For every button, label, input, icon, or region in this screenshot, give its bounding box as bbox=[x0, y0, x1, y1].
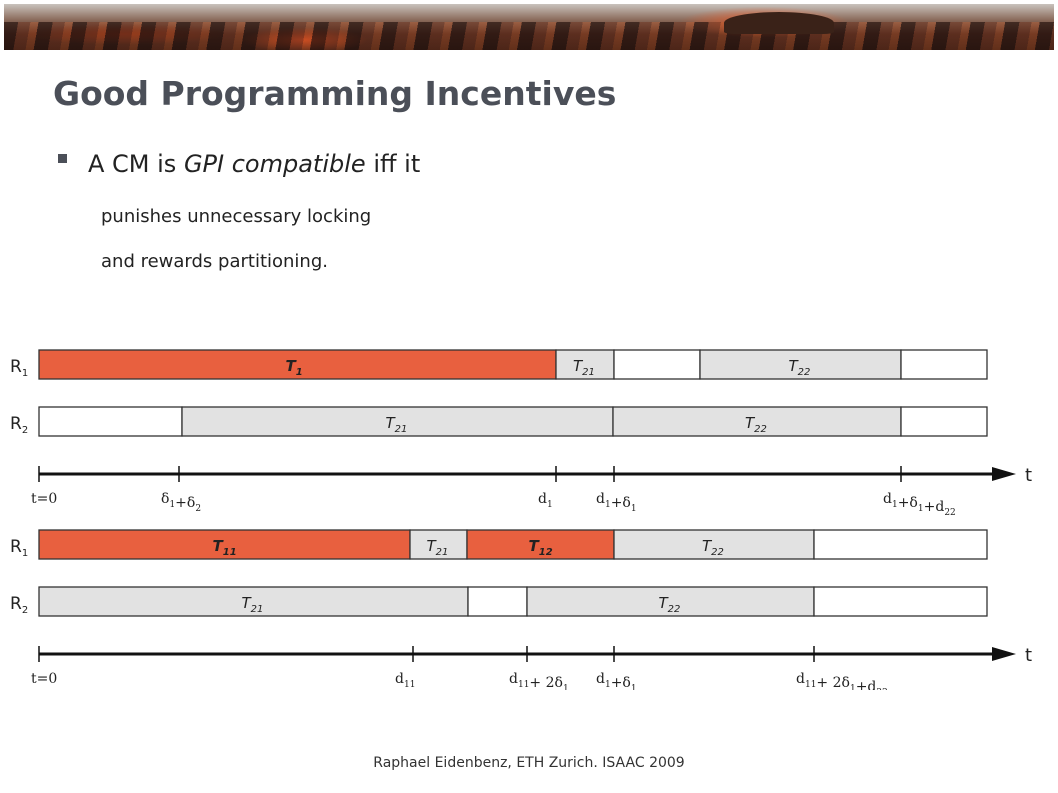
time-axis-tick-label: d1 bbox=[538, 491, 553, 510]
time-axis-tick-label: d11+ 2δ1+d22 bbox=[796, 671, 888, 690]
time-axis-tick-label: d11 bbox=[395, 671, 415, 690]
locking-timeline-diagram: R1 T1 T21 T22 R2 T21 T22 t t=0 δ1+δ2 d1 d1+δ1 d1+δ1+… bbox=[10, 349, 1032, 690]
time-axis-tick-label: δ1+δ2 bbox=[161, 491, 201, 514]
time-axis-arrowhead-icon bbox=[992, 467, 1016, 481]
header-banner-image bbox=[4, 4, 1054, 50]
bullet-text-part-3: iff it bbox=[365, 150, 421, 178]
task-label: T22 bbox=[702, 537, 724, 558]
resource-label: R2 bbox=[10, 414, 28, 436]
timeline-segment bbox=[900, 349, 988, 380]
resource-label: R1 bbox=[10, 357, 28, 379]
time-axis-arrowhead-icon bbox=[992, 647, 1016, 661]
slide-title: Good Programming Incentives bbox=[53, 74, 617, 113]
task-label: T21 bbox=[386, 414, 408, 435]
timeline-segment bbox=[38, 586, 469, 617]
timeline-segment bbox=[467, 586, 528, 617]
task-label: T22 bbox=[789, 357, 811, 378]
bullet-text: A CM is GPI compatible iff it bbox=[88, 150, 420, 178]
task-label: T22 bbox=[659, 594, 681, 615]
task-label: T22 bbox=[745, 414, 767, 435]
task-label: T11 bbox=[213, 537, 237, 558]
timeline-segment bbox=[38, 529, 411, 560]
banner-volcano-cone bbox=[724, 12, 834, 34]
timeline-segment bbox=[181, 406, 614, 437]
square-bullet-icon bbox=[58, 154, 67, 163]
timeline-segment bbox=[813, 529, 988, 560]
bullet-text-emphasis: GPI compatible bbox=[183, 150, 366, 178]
timeline-segment bbox=[38, 349, 557, 380]
task-label: T12 bbox=[529, 537, 553, 558]
timeline-segment bbox=[613, 349, 701, 380]
sub-line-1: punishes unnecessary locking bbox=[101, 206, 372, 227]
timeline-segment bbox=[813, 586, 988, 617]
sub-line-2: and rewards partitioning. bbox=[101, 251, 328, 272]
task-label: T21 bbox=[242, 594, 264, 615]
timeline-segment bbox=[466, 529, 615, 560]
slide-footer: Raphael Eidenbenz, ETH Zurich. ISAAC 200… bbox=[373, 755, 685, 771]
bullet-text-part-1: A CM is bbox=[88, 150, 184, 178]
time-axis-tick-label: d1+δ1 bbox=[596, 491, 637, 514]
resource-label: R1 bbox=[10, 537, 28, 559]
time-axis-tick-label: d11+ 2δ1 bbox=[509, 671, 569, 690]
time-axis-tick-label: t=0 bbox=[31, 671, 57, 687]
timeline-block-1: R1 T1 T21 T22 R2 T21 T22 t t=0 δ1+δ2 d1 d1+δ1 d1+δ1+… bbox=[10, 349, 1032, 518]
task-label: T1 bbox=[286, 357, 303, 378]
time-axis-tick-label: d1+δ1+d22 bbox=[883, 491, 956, 518]
timeline-segment bbox=[526, 586, 815, 617]
timeline-segment bbox=[38, 406, 183, 437]
resource-label: R2 bbox=[10, 594, 28, 616]
time-axis-label: t bbox=[1025, 645, 1032, 666]
timeline-block-2: R1 T11 T21 T12 T22 R2 T21 T22 t t=0 d11 d11+ 2δ1 d1+… bbox=[10, 529, 1032, 690]
banner-lava-ridge bbox=[4, 22, 1054, 50]
task-label: T21 bbox=[573, 357, 595, 378]
timeline-segment bbox=[699, 349, 902, 380]
time-axis-tick-label: t=0 bbox=[31, 491, 57, 507]
task-label: T21 bbox=[427, 537, 449, 558]
time-axis-tick-label: d1+δ1 bbox=[596, 671, 637, 690]
time-axis-label: t bbox=[1025, 465, 1032, 486]
timeline-segment bbox=[900, 406, 988, 437]
